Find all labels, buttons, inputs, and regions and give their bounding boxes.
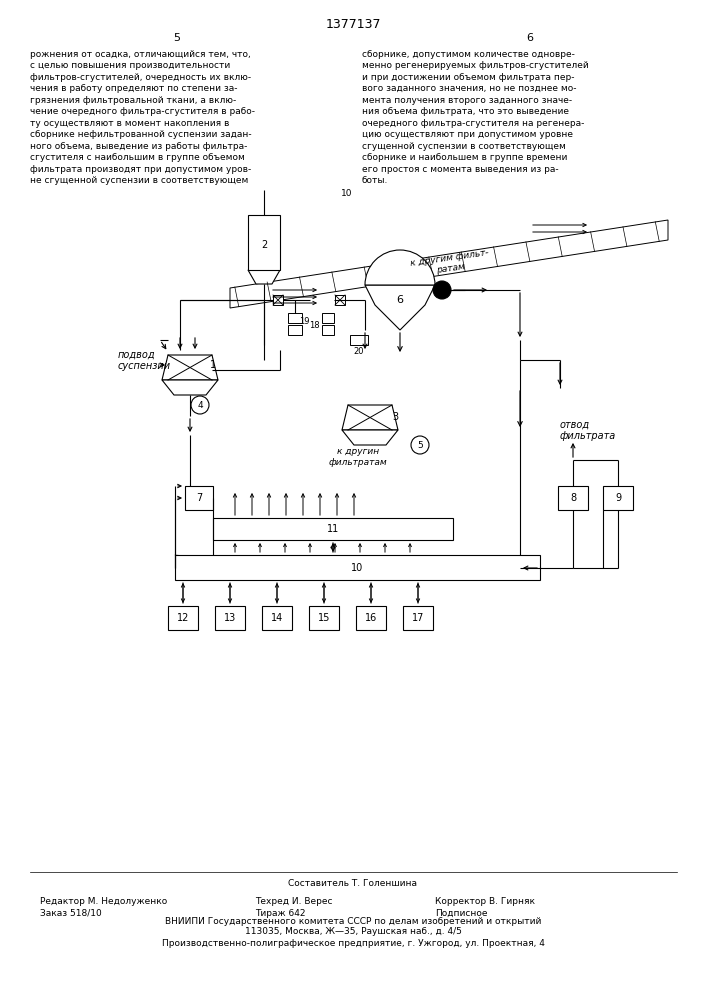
- Polygon shape: [162, 355, 218, 380]
- Text: рожнения от осадка, отличающийся тем, что,
с целью повышения производительности
: рожнения от осадка, отличающийся тем, чт…: [30, 50, 255, 185]
- Text: Производственно-полиграфическое предприятие, г. Ужгород, ул. Проектная, 4: Производственно-полиграфическое предприя…: [162, 938, 544, 948]
- Bar: [335, 295, 345, 305]
- Text: 6: 6: [397, 295, 404, 305]
- Text: 15: 15: [318, 613, 330, 623]
- Polygon shape: [365, 285, 435, 330]
- Text: сборнике, допустимом количестве одновре-
менно регенерируемых фильтров-сгустител: сборнике, допустимом количестве одновре-…: [362, 50, 589, 185]
- Bar: [215, 606, 245, 630]
- Text: отвод
фильтрата: отвод фильтрата: [560, 419, 617, 441]
- Text: 1377137: 1377137: [325, 18, 381, 31]
- Text: ВНИИПИ Государственного комитета СССР по делам изобретений и открытий: ВНИИПИ Государственного комитета СССР по…: [165, 916, 541, 926]
- Bar: [603, 486, 633, 510]
- Bar: [248, 215, 280, 270]
- Text: 13: 13: [224, 613, 236, 623]
- Bar: [309, 606, 339, 630]
- Text: 20: 20: [354, 347, 364, 356]
- Bar: [322, 325, 334, 335]
- Text: 10: 10: [351, 563, 363, 573]
- Bar: [558, 486, 588, 510]
- Bar: [168, 606, 198, 630]
- Circle shape: [433, 281, 451, 299]
- Text: 10: 10: [341, 190, 353, 198]
- Polygon shape: [342, 430, 398, 445]
- Text: 19: 19: [300, 318, 310, 326]
- Text: 11: 11: [327, 524, 339, 534]
- Polygon shape: [230, 220, 668, 308]
- Bar: [356, 606, 386, 630]
- Text: Подписное: Подписное: [435, 909, 488, 918]
- Bar: [322, 313, 334, 323]
- Text: 1: 1: [210, 360, 216, 370]
- Text: Корректор В. Гирняк: Корректор В. Гирняк: [435, 897, 535, 906]
- Bar: [262, 606, 292, 630]
- Text: к другин
фильтратам: к другин фильтратам: [329, 447, 387, 467]
- Bar: [403, 606, 433, 630]
- Text: Техред И. Верес: Техред И. Верес: [255, 897, 332, 906]
- Text: 7: 7: [196, 493, 202, 503]
- Text: 5: 5: [417, 440, 423, 450]
- Bar: [273, 295, 283, 305]
- Polygon shape: [342, 405, 398, 430]
- Text: 17: 17: [411, 613, 424, 623]
- Text: 113035, Москва, Ж—35, Раушская наб., д. 4/5: 113035, Москва, Ж—35, Раушская наб., д. …: [245, 928, 462, 936]
- Bar: [185, 486, 213, 510]
- Text: 14: 14: [271, 613, 283, 623]
- Polygon shape: [248, 270, 280, 284]
- Bar: [350, 335, 368, 345]
- Text: подвод
суспензии: подвод суспензии: [118, 349, 171, 371]
- Text: Составитель Т. Голеншина: Составитель Т. Голеншина: [288, 880, 418, 888]
- Text: 12: 12: [177, 613, 189, 623]
- Text: 6: 6: [527, 33, 534, 43]
- Wedge shape: [365, 250, 435, 285]
- Bar: [213, 518, 453, 540]
- Text: 2: 2: [261, 240, 267, 250]
- Bar: [288, 325, 302, 335]
- Text: 9: 9: [615, 493, 621, 503]
- Text: Редактор М. Недолуженко: Редактор М. Недолуженко: [40, 897, 168, 906]
- Text: 8: 8: [570, 493, 576, 503]
- Text: 5: 5: [173, 33, 180, 43]
- Text: к другим фильт-
ратам: к другим фильт- ратам: [409, 248, 491, 278]
- Text: 4: 4: [197, 400, 203, 410]
- Bar: [175, 555, 540, 580]
- Text: 3: 3: [392, 412, 398, 422]
- Text: 18: 18: [309, 320, 320, 330]
- Polygon shape: [162, 380, 218, 395]
- Text: Заказ 518/10: Заказ 518/10: [40, 909, 102, 918]
- Text: Тираж 642: Тираж 642: [255, 909, 305, 918]
- Circle shape: [411, 436, 429, 454]
- Bar: [288, 313, 302, 323]
- Circle shape: [191, 396, 209, 414]
- Text: 16: 16: [365, 613, 377, 623]
